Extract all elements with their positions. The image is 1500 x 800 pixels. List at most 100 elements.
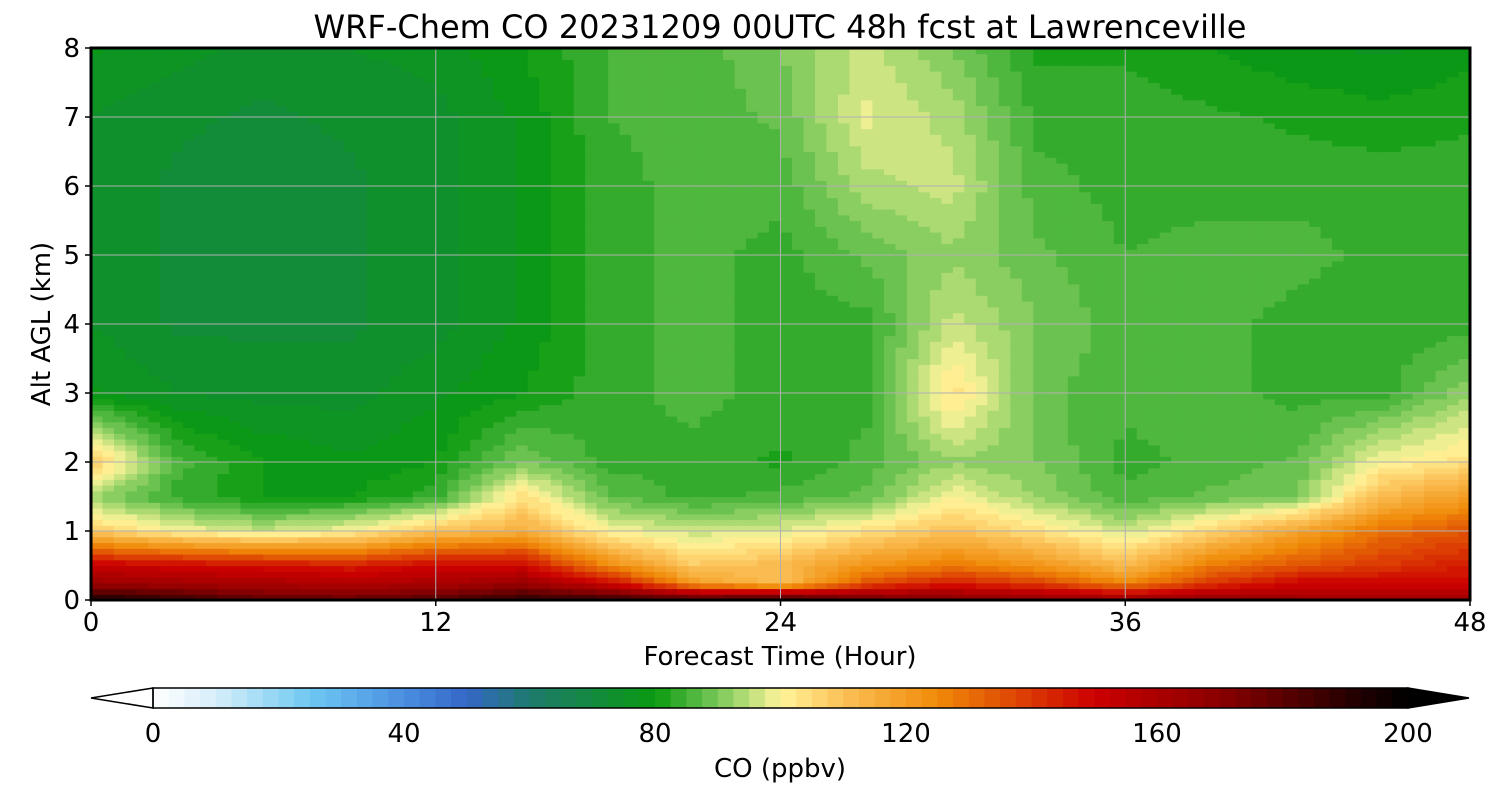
heatmap-cell <box>746 531 759 538</box>
heatmap-cell <box>1228 577 1241 584</box>
heatmap-cell <box>332 496 345 503</box>
heatmap-cell <box>631 416 644 423</box>
heatmap-cell <box>504 513 517 521</box>
heatmap-cell <box>826 542 839 549</box>
heatmap-cell <box>791 387 805 394</box>
heatmap-cell <box>148 525 161 532</box>
heatmap-cell <box>975 513 988 521</box>
heatmap-cell <box>332 393 345 400</box>
heatmap-cell <box>389 427 402 434</box>
heatmap-cell <box>1205 387 1218 394</box>
heatmap-cell <box>1378 496 1391 503</box>
heatmap-cell <box>1447 364 1460 371</box>
heatmap-cell <box>1412 536 1425 544</box>
heatmap-cell <box>274 485 287 492</box>
heatmap-cell <box>1113 548 1126 555</box>
heatmap-cell <box>1171 364 1184 371</box>
heatmap-cell <box>1044 416 1057 423</box>
heatmap-cell <box>332 577 345 584</box>
heatmap-cell <box>1389 548 1402 555</box>
heatmap-cell <box>1194 370 1207 377</box>
heatmap-cell <box>159 427 173 434</box>
heatmap-cell <box>1389 439 1402 446</box>
heatmap-cell <box>332 490 345 498</box>
heatmap-cell <box>1240 594 1253 600</box>
heatmap-cell <box>343 375 356 383</box>
heatmap-cell <box>975 531 988 538</box>
heatmap-cell <box>941 582 954 590</box>
heatmap-cell <box>389 358 402 365</box>
heatmap-cell <box>1090 485 1103 492</box>
heatmap-cell <box>401 456 414 463</box>
heatmap-cell <box>1424 531 1437 538</box>
heatmap-cell <box>688 462 701 469</box>
heatmap-cell <box>723 490 736 498</box>
heatmap-cell <box>872 387 885 394</box>
heatmap-cell <box>550 358 563 365</box>
heatmap-cell <box>493 393 506 400</box>
heatmap-cell <box>1274 594 1287 600</box>
heatmap-cell <box>1355 473 1368 480</box>
heatmap-cell <box>1366 502 1379 509</box>
heatmap-cell <box>389 519 402 526</box>
heatmap-cell <box>952 444 965 452</box>
heatmap-cell <box>1424 571 1437 578</box>
heatmap-cell <box>1056 387 1069 394</box>
heatmap-cell <box>539 508 552 515</box>
heatmap-cell <box>1286 462 1299 469</box>
heatmap-cell <box>113 473 127 480</box>
heatmap-cell <box>182 508 196 515</box>
heatmap-cell <box>906 490 919 498</box>
heatmap-cell <box>1056 508 1069 515</box>
heatmap-cell <box>585 588 598 595</box>
heatmap-cell <box>91 393 104 400</box>
heatmap-cell <box>171 404 184 411</box>
heatmap-cell <box>343 439 356 446</box>
heatmap-cell <box>136 404 150 411</box>
heatmap-cell <box>309 462 322 469</box>
heatmap-cell <box>1447 387 1460 394</box>
heatmap-cell <box>929 358 942 365</box>
heatmap-cell <box>895 571 908 578</box>
heatmap-cell <box>883 508 897 515</box>
heatmap-cell <box>1378 393 1391 400</box>
heatmap-cell <box>906 433 919 440</box>
heatmap-cell <box>205 462 219 469</box>
heatmap-cell <box>1274 536 1287 544</box>
heatmap-cell <box>286 364 299 371</box>
heatmap-cell <box>1274 364 1287 371</box>
heatmap-cell <box>1458 370 1470 377</box>
heatmap-cell <box>1309 479 1322 486</box>
heatmap-cell <box>585 490 598 498</box>
heatmap-cell <box>1159 387 1172 394</box>
heatmap-cell <box>562 398 575 406</box>
heatmap-cell <box>125 565 138 572</box>
heatmap-cell <box>688 479 701 486</box>
heatmap-cell <box>619 531 632 538</box>
heatmap-cell <box>309 439 322 446</box>
heatmap-cell <box>1332 519 1345 526</box>
heatmap-cell <box>251 450 264 457</box>
heatmap-cell <box>631 577 644 584</box>
heatmap-cell <box>343 542 356 549</box>
heatmap-cell <box>102 370 115 377</box>
heatmap-cell <box>814 358 828 365</box>
heatmap-cell <box>182 548 196 555</box>
heatmap-cell <box>952 490 965 498</box>
heatmap-cell <box>1366 559 1379 567</box>
heatmap-cell <box>803 565 816 572</box>
heatmap-cell <box>975 462 988 469</box>
heatmap-cell <box>1366 473 1379 480</box>
heatmap-cell <box>711 462 724 469</box>
heatmap-cell <box>366 479 379 486</box>
heatmap-cell <box>964 404 977 411</box>
heatmap-cell <box>1458 479 1470 486</box>
heatmap-cell <box>1148 375 1161 383</box>
heatmap-cell <box>849 410 862 417</box>
heatmap-cell <box>1447 582 1460 590</box>
heatmap-cell <box>723 381 736 388</box>
heatmap-cell <box>550 381 563 388</box>
heatmap-cell <box>1113 427 1126 434</box>
heatmap-cell <box>608 462 621 469</box>
heatmap-cell <box>883 467 897 475</box>
